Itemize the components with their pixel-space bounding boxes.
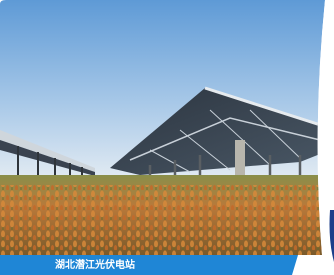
caption-bar [0,255,298,275]
sorghum [0,185,334,255]
page: {"caption": "湖北潜江光伏电站"} [0,0,334,275]
caption: 湖北潜江光伏电站 [55,258,135,271]
photo-figure: 湖北潜江光伏电站 [0,0,334,275]
photo [0,0,334,255]
